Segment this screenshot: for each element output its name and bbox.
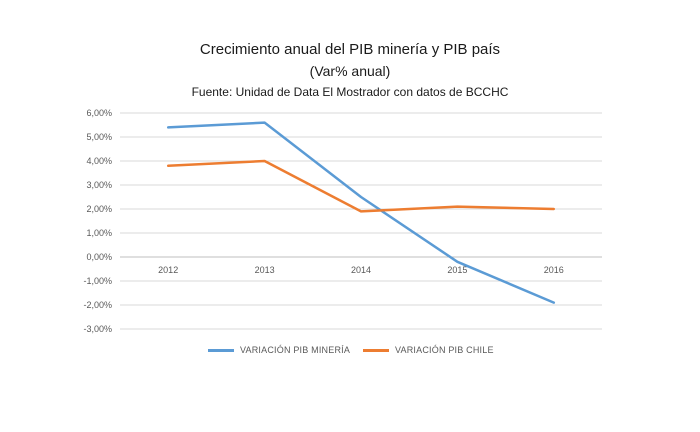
y-tick-label: 3,00% — [86, 180, 112, 190]
y-tick-label: 6,00% — [86, 108, 112, 118]
chart-title: Crecimiento anual del PIB minería y PIB … — [199, 41, 501, 58]
legend-item-mineria: VARIACIÓN PIB MINERÍA — [208, 345, 350, 355]
x-tick-label: 2016 — [544, 265, 564, 275]
legend-item-chile: VARIACIÓN PIB CHILE — [363, 345, 494, 355]
x-tick-label: 2014 — [351, 265, 371, 275]
x-tick-label: 2013 — [255, 265, 275, 275]
y-tick-label: -1,00% — [83, 276, 112, 286]
y-tick-label: 1,00% — [86, 228, 112, 238]
y-tick-label: 2,00% — [86, 204, 112, 214]
y-tick-label: -3,00% — [83, 324, 112, 334]
y-tick-label: -2,00% — [83, 300, 112, 310]
y-tick-label: 0,00% — [86, 252, 112, 262]
legend-label-chile: VARIACIÓN PIB CHILE — [395, 345, 494, 355]
y-axis: 6,00% 5,00% 4,00% 3,00% 2,00% 1,00% 0,00% -1,00… — [83, 108, 112, 334]
legend-swatch-chile — [363, 348, 389, 352]
series-lines — [166, 121, 556, 304]
legend-label-mineria: VARIACIÓN PIB MINERÍA — [240, 345, 351, 355]
chart-subtitle: (Var% anual) — [309, 63, 391, 79]
y-tick-label: 4,00% — [86, 156, 112, 166]
x-tick-label: 2012 — [158, 265, 178, 275]
x-tick-label: 2015 — [447, 265, 467, 275]
legend-swatch-mineria — [208, 348, 234, 352]
x-axis: 2012 2013 2014 2015 2016 — [158, 265, 564, 275]
y-tick-label: 5,00% — [86, 132, 112, 142]
gridlines — [120, 112, 602, 330]
series-line-1 — [166, 159, 556, 213]
chart-source: Fuente: Unidad de Data El Mostrador con … — [191, 85, 509, 99]
